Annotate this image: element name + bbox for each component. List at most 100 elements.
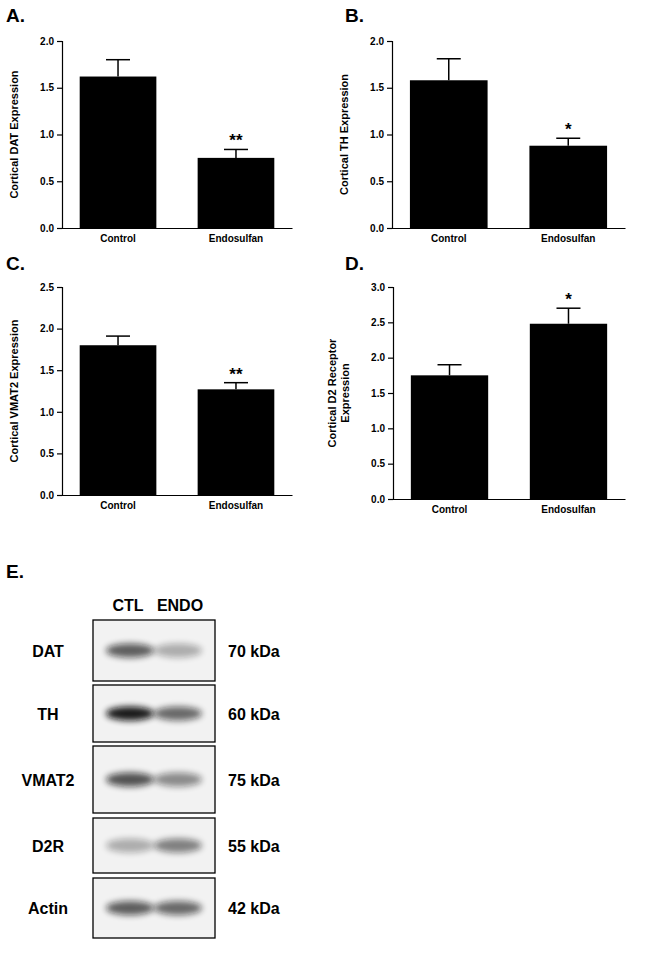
tick: 0.5 [40, 176, 62, 187]
blot-band [106, 839, 154, 853]
tick: 0.0 [40, 223, 62, 234]
tick-label: 0.5 [40, 176, 54, 187]
tick-label: 1.5 [370, 82, 384, 93]
row-label: DAT [32, 643, 64, 660]
chart-panel: D.0.00.51.01.52.02.53.0ControlEndosulfan… [326, 253, 626, 515]
tick-label: Endosulfan [209, 500, 263, 511]
tick-mark [387, 134, 392, 135]
x-axis: ControlEndosulfan [63, 228, 293, 244]
row-label: TH [37, 706, 58, 723]
tick-label: 2.0 [371, 352, 385, 363]
blot-band [106, 644, 154, 658]
error-bar [106, 336, 130, 345]
tick-label: 1.0 [40, 407, 54, 418]
panel-label: C. [6, 253, 25, 274]
tick-label: Endosulfan [541, 233, 595, 244]
bar [80, 345, 157, 495]
tick: Endosulfan [541, 499, 595, 515]
bar [529, 146, 607, 228]
blot-row: D2R55 kDa [32, 818, 280, 873]
tick-label: 0.0 [40, 223, 54, 234]
axis-line [63, 495, 293, 496]
tick-label: 0.5 [40, 448, 54, 459]
blot-frame [93, 620, 215, 681]
tick-mark [57, 370, 62, 371]
tick: 1.5 [40, 82, 62, 93]
error-bar [556, 138, 580, 145]
blot-band [154, 707, 202, 721]
significance-marker: ** [229, 365, 243, 384]
y-axis-title: Cortical TH Expression [338, 74, 350, 195]
panel-label: B. [345, 5, 364, 26]
tick-mark [57, 412, 62, 413]
y-axis: 0.0 0.5 1.0 1.5 2.0 [40, 36, 62, 234]
tick: 0.5 [371, 458, 393, 469]
size-label: 60 kDa [228, 706, 280, 723]
y-axis: 0.00.51.01.52.02.5 [40, 282, 62, 501]
error-stem [235, 149, 237, 157]
tick-label: 2.5 [40, 282, 54, 293]
blot-row: Actin42 kDa [28, 878, 280, 938]
tick: Endosulfan [209, 228, 263, 244]
blot-band [106, 773, 154, 787]
bar [80, 77, 157, 228]
error-cap [437, 58, 461, 60]
tick-mark [57, 329, 62, 330]
tick: Control [432, 499, 468, 515]
x-axis: Control Endosulfan [393, 228, 626, 244]
tick-label: Control [432, 504, 468, 515]
tick-label: Control [100, 500, 136, 511]
tick-label: 1.0 [40, 129, 54, 140]
axis-line [394, 499, 626, 500]
tick-label: 2.5 [371, 317, 385, 328]
error-cap [106, 59, 130, 61]
tick-label: 0.0 [370, 223, 384, 234]
error-bar [437, 59, 461, 81]
blot-frame [93, 878, 215, 938]
blot-band [154, 901, 202, 915]
bar [530, 324, 607, 499]
tick-mark [388, 499, 393, 500]
axis-line [387, 42, 393, 229]
lane-label: CTL [112, 597, 143, 614]
y-axis-title: Cortical VMAT2 Expression [8, 319, 20, 462]
chart-panel: C.0.00.51.01.52.02.5ControlEndosulfanCor… [6, 253, 293, 511]
row-label: VMAT2 [21, 772, 74, 789]
axis-line [393, 228, 626, 229]
tick-label: 0.5 [370, 176, 384, 187]
tick: Control [431, 228, 467, 244]
error-bar [556, 308, 580, 324]
significance-marker: * [565, 290, 572, 309]
axis-line [57, 288, 63, 496]
tick: 2.0 [40, 36, 62, 47]
error-stem [117, 60, 119, 77]
error-stem [449, 365, 451, 376]
y-axis: 0.00.51.01.52.0 [370, 36, 392, 234]
tick-label: 2.0 [370, 36, 384, 47]
tick: 1.0 [371, 423, 393, 434]
tick: 0.0 [40, 490, 62, 501]
blot-band [154, 839, 202, 853]
axis-line [63, 228, 293, 229]
tick: 1.5 [370, 82, 392, 93]
tick-mark [388, 428, 393, 429]
chart-panel: B.0.00.51.01.52.0ControlEndosulfanCortic… [338, 5, 626, 244]
tick-label: 1.5 [40, 365, 54, 376]
chart-panel: A.0.00.51.01.52.0ControlEndosulfanCortic… [6, 5, 293, 244]
blot-panel: E.CTLENDODAT70 kDaTH60 kDaVMAT275 kDaD2R… [6, 561, 280, 938]
tick-label: 0.0 [40, 490, 54, 501]
error-stem [117, 336, 119, 345]
tick: 1.5 [40, 365, 62, 376]
size-label: 75 kDa [228, 772, 280, 789]
panel-label: D. [345, 253, 364, 274]
tick: 3.0 [371, 282, 393, 293]
plot-area [80, 336, 275, 495]
bar [410, 80, 488, 228]
error-cap [438, 364, 462, 366]
plot-area [410, 59, 607, 228]
tick: 1.5 [371, 388, 393, 399]
axis-line [57, 42, 63, 229]
tick-mark [387, 181, 392, 182]
bar [411, 375, 488, 499]
row-label: D2R [32, 838, 64, 855]
